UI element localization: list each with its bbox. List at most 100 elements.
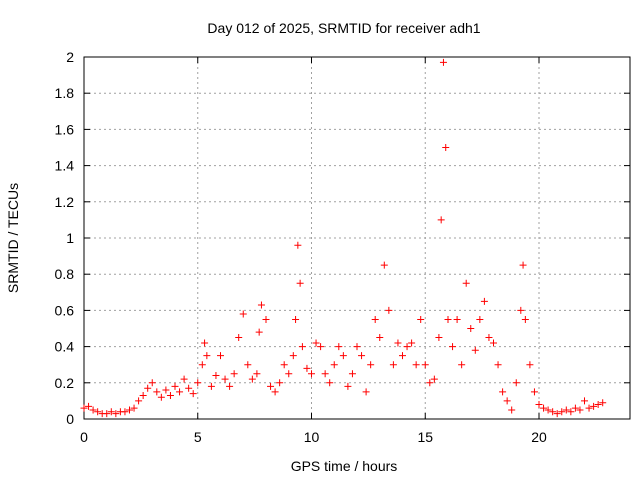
data-point [203,352,211,360]
data-point [235,334,243,342]
y-tick-label: 1.4 [55,158,75,174]
data-point [201,339,209,347]
data-point [253,370,261,378]
data-point [294,241,302,249]
data-point [221,375,229,383]
data-point [558,408,566,416]
data-point [442,144,450,151]
data-point [144,384,152,392]
data-point [549,408,557,416]
data-point [490,339,497,347]
y-tick-label: 2 [66,49,74,65]
data-point [417,315,425,323]
data-point [276,379,284,387]
data-point [544,406,552,414]
data-point [367,361,375,369]
data-point [385,306,393,314]
data-point [330,361,338,369]
data-point [380,261,388,269]
chart-title: Day 012 of 2025, SRMTID for receiver adh… [207,20,480,36]
y-tick-label: 1 [66,230,74,246]
data-point [526,361,534,369]
y-axis-label: SRMTID / TECUs [5,183,21,293]
data-point [540,404,548,412]
data-point [303,364,311,372]
data-point [89,406,97,414]
data-point [453,315,461,323]
data-point [512,379,520,387]
axis-ticks: 00.20.40.60.811.21.41.61.820 5 10 15 20 [55,49,630,445]
data-point [262,315,270,323]
data-point [207,382,215,390]
y-tick-label: 0.4 [55,339,75,355]
y-tick-label: 1.8 [55,85,75,101]
data-point [376,334,384,342]
data-point [289,352,297,360]
data-point [94,408,102,416]
data-point [230,370,238,378]
data-point [244,361,252,369]
data-point [471,346,479,354]
data-point [530,388,538,396]
data-point [321,370,329,378]
x-axis-label: GPS time / hours [291,458,398,474]
data-point [121,408,129,416]
data-point [362,388,370,396]
data-point [176,388,184,396]
data-point [226,382,234,390]
data-point [499,388,507,396]
data-point [576,406,584,414]
data-point [126,406,133,414]
data-point [292,315,300,323]
data-point [80,404,88,412]
data-point [312,339,320,347]
data-point [194,379,202,387]
data-point [280,361,288,369]
data-point [326,379,334,387]
data-point [348,370,356,378]
y-tick-label: 0.8 [55,266,75,282]
data-point [130,404,138,412]
data-point [503,397,511,405]
data-point [508,406,516,414]
data-point [567,408,575,416]
data-point [599,399,607,407]
data-point [162,386,170,394]
data-point [308,370,315,378]
x-tick-label: 5 [194,429,202,445]
data-point [335,343,343,351]
data-point [185,384,193,392]
data-point [485,334,493,342]
data-point [421,361,429,369]
y-tick-label: 1.6 [55,121,75,137]
data-point [585,404,593,412]
data-point [267,382,275,390]
data-point [157,393,165,401]
y-tick-label: 0.2 [55,375,75,391]
data-point [148,379,156,387]
data-point [248,375,256,383]
data-point [553,410,561,418]
y-tick-label: 0 [66,411,74,427]
data-point [189,390,197,398]
data-point [571,404,579,412]
data-point [449,343,457,351]
data-point [271,388,279,396]
x-tick-label: 0 [80,429,88,445]
data-point [317,343,325,351]
x-tick-label: 20 [531,429,547,445]
data-point [285,370,293,378]
data-point [153,388,161,396]
data-point [467,325,475,332]
data-point [257,301,265,309]
data-point [403,343,411,351]
data-point [435,334,443,342]
data-point [535,401,543,409]
data-point [298,343,306,351]
data-point [519,261,527,269]
data-point [412,361,420,369]
data-point [296,279,304,287]
data-point [198,361,206,369]
data-point [103,410,111,418]
data-point [255,328,263,336]
